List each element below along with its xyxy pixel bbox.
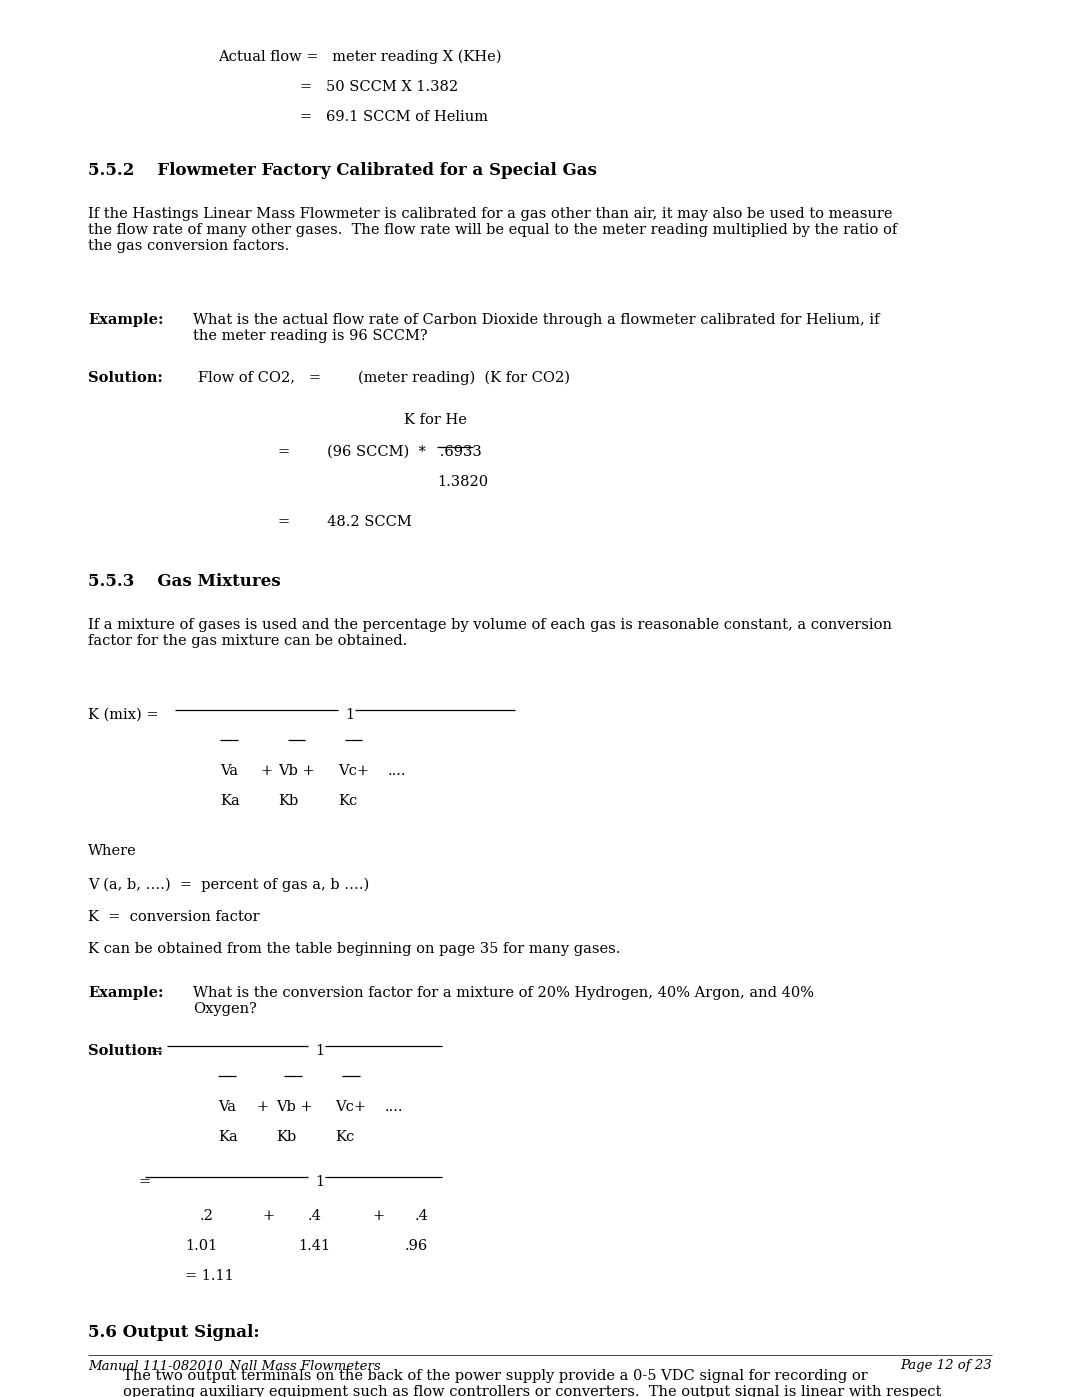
Text: If a mixture of gases is used and the percentage by volume of each gas is reason: If a mixture of gases is used and the pe… (87, 617, 892, 648)
Text: 1: 1 (315, 1175, 324, 1189)
Text: 1: 1 (345, 708, 354, 722)
Text: +: + (257, 1099, 269, 1113)
Text: Solution:: Solution: (87, 372, 163, 386)
Text: Actual flow =   meter reading X (KHe): Actual flow = meter reading X (KHe) (218, 50, 501, 64)
Text: Ka: Ka (218, 1130, 238, 1144)
Text: =: = (138, 1175, 150, 1189)
Text: Kc: Kc (338, 793, 357, 807)
Text: Va: Va (218, 1099, 237, 1113)
Text: =        48.2 SCCM: = 48.2 SCCM (278, 515, 411, 529)
Text: =   50 SCCM X 1.382: = 50 SCCM X 1.382 (300, 80, 458, 94)
Text: 1.01: 1.01 (185, 1239, 217, 1253)
Text: Where: Where (87, 844, 137, 858)
Text: If the Hastings Linear Mass Flowmeter is calibrated for a gas other than air, it: If the Hastings Linear Mass Flowmeter is… (87, 207, 897, 253)
Text: Kc: Kc (335, 1130, 354, 1144)
Text: Manual 111-082010_Nall Mass Flowmeters: Manual 111-082010_Nall Mass Flowmeters (87, 1359, 380, 1372)
Text: The two output terminals on the back of the power supply provide a 0-5 VDC signa: The two output terminals on the back of … (123, 1369, 942, 1397)
Text: Va: Va (220, 764, 238, 778)
Text: 5.5.2    Flowmeter Factory Calibrated for a Special Gas: 5.5.2 Flowmeter Factory Calibrated for a… (87, 162, 597, 179)
Text: Kb: Kb (278, 793, 298, 807)
Text: 1.41: 1.41 (298, 1239, 330, 1253)
Text: Vb +: Vb + (278, 764, 314, 778)
Text: =        (96 SCCM)  *   .6933: = (96 SCCM) * .6933 (278, 446, 482, 460)
Text: .96: .96 (405, 1239, 429, 1253)
Text: K (mix) =: K (mix) = (87, 708, 163, 722)
Text: K  =  conversion factor: K = conversion factor (87, 909, 259, 923)
Text: V (a, b, ….)  =  percent of gas a, b ….): V (a, b, ….) = percent of gas a, b ….) (87, 877, 369, 893)
Text: Example:: Example: (87, 313, 163, 327)
Text: ....: .... (384, 1099, 404, 1113)
Text: Vc+: Vc+ (335, 1099, 366, 1113)
Text: K can be obtained from the table beginning on page 35 for many gases.: K can be obtained from the table beginni… (87, 942, 620, 956)
Text: 1: 1 (315, 1044, 324, 1058)
Text: Kb: Kb (276, 1130, 296, 1144)
Text: Vb +: Vb + (276, 1099, 312, 1113)
Text: 5.5.3    Gas Mixtures: 5.5.3 Gas Mixtures (87, 573, 281, 590)
Text: 5.6 Output Signal:: 5.6 Output Signal: (87, 1324, 259, 1341)
Text: 1.3820: 1.3820 (437, 475, 488, 489)
Text: What is the conversion factor for a mixture of 20% Hydrogen, 40% Argon, and 40%
: What is the conversion factor for a mixt… (193, 986, 814, 1016)
Text: .2: .2 (200, 1208, 214, 1222)
Text: .4: .4 (415, 1208, 429, 1222)
Text: What is the actual flow rate of Carbon Dioxide through a flowmeter calibrated fo: What is the actual flow rate of Carbon D… (193, 313, 879, 344)
Text: =   69.1 SCCM of Helium: = 69.1 SCCM of Helium (300, 110, 488, 124)
Text: Solution:: Solution: (87, 1044, 163, 1058)
Text: .4: .4 (308, 1208, 322, 1222)
Text: Flow of CO2,   =        (meter reading)  (K for CO2): Flow of CO2, = (meter reading) (K for CO… (198, 372, 570, 386)
Text: Example:: Example: (87, 986, 163, 1000)
Text: +: + (260, 764, 272, 778)
Text: Vc+: Vc+ (338, 764, 369, 778)
Text: Ka: Ka (220, 793, 240, 807)
Text: ....: .... (388, 764, 406, 778)
Text: K for He: K for He (404, 414, 467, 427)
Text: +: + (262, 1208, 274, 1222)
Text: =: = (150, 1044, 162, 1058)
Text: +: + (372, 1208, 384, 1222)
Text: = 1.11: = 1.11 (185, 1268, 233, 1282)
Text: Page 12 of 23: Page 12 of 23 (901, 1359, 993, 1372)
